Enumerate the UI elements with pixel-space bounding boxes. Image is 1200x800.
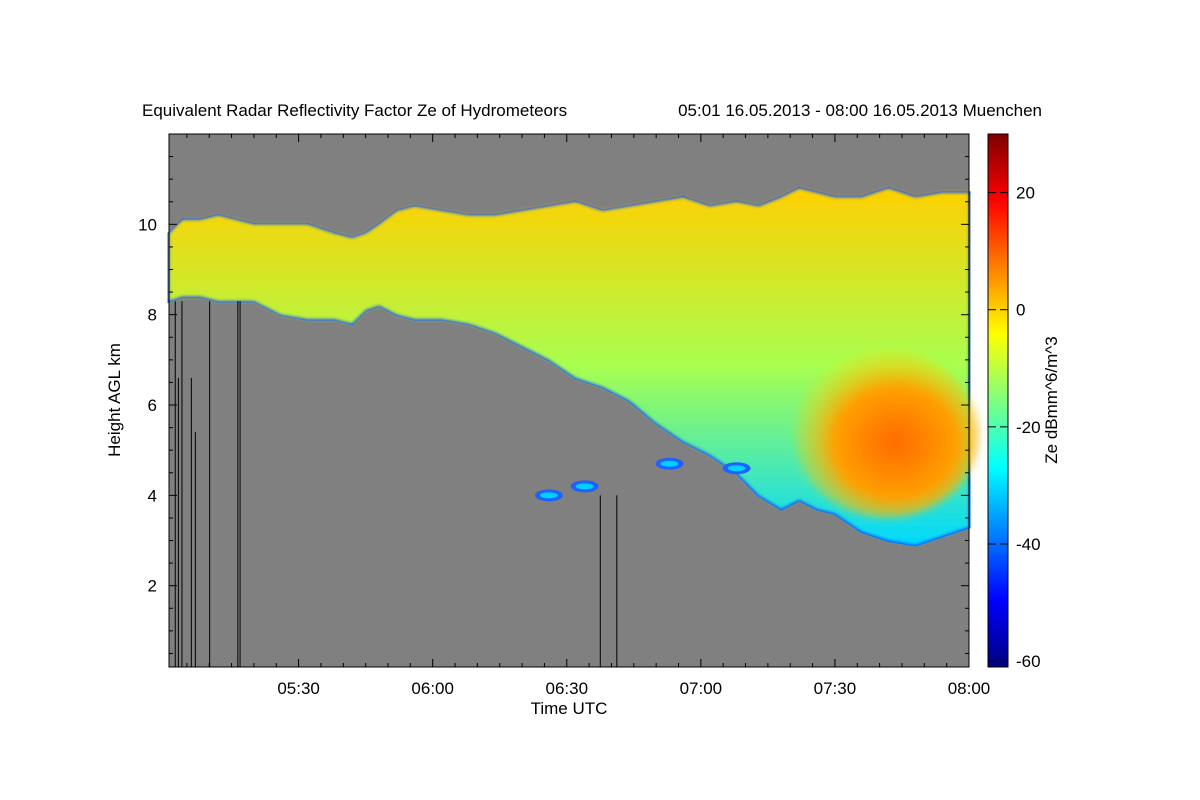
colorbar-label: Ze dBmm^6/m^3 <box>1042 336 1061 463</box>
y-tick-label: 4 <box>148 486 157 505</box>
x-tick-label: 07:00 <box>680 679 723 698</box>
x-axis: 05:30 06:00 06:30 07:00 07:30 08:00 <box>186 134 991 698</box>
colorbar-tick-label: 0 <box>1016 301 1025 320</box>
plot-frame <box>168 133 970 668</box>
isolated-echo-core <box>660 460 679 467</box>
clutter-layer <box>174 301 618 667</box>
x-tick-label: 06:00 <box>411 679 454 698</box>
plot-area <box>167 133 979 668</box>
y-axis: 2 4 6 8 10 <box>138 156 969 654</box>
x-tick-label: 05:30 <box>277 679 320 698</box>
y-axis-label: Height AGL km <box>105 343 124 457</box>
isolated-echo-core <box>575 483 594 490</box>
colorbar-tick-label: 20 <box>1016 184 1035 203</box>
colorbar-tick-label: -40 <box>1016 535 1041 554</box>
x-tick-label: 08:00 <box>948 679 991 698</box>
isolated-echo-core <box>539 492 558 499</box>
colorbar-tick-label: -20 <box>1016 418 1041 437</box>
x-tick-label: 06:30 <box>545 679 588 698</box>
y-tick-label: 8 <box>148 306 157 325</box>
isolated-echo-core <box>727 465 746 472</box>
chart-period: 05:01 16.05.2013 - 08:00 16.05.2013 Muen… <box>678 101 1042 120</box>
colorbar: 20 0 -20 -40 -60 Ze dBmm^6/m^3 <box>987 133 1061 671</box>
colorbar-fill <box>987 133 1009 668</box>
y-tick-label: 6 <box>148 396 157 415</box>
precip-core <box>793 350 979 518</box>
colorbar-axis: 20 0 -20 -40 -60 <box>988 184 1041 671</box>
colorbar-tick-label: -60 <box>1016 652 1041 671</box>
echo-layer <box>167 186 979 547</box>
x-axis-label: Time UTC <box>531 699 608 718</box>
y-tick-label: 10 <box>138 215 157 234</box>
chart-title: Equivalent Radar Reflectivity Factor Ze … <box>142 101 567 120</box>
x-tick-label: 07:30 <box>814 679 857 698</box>
y-tick-label: 2 <box>148 577 157 596</box>
echo-body <box>169 188 969 545</box>
